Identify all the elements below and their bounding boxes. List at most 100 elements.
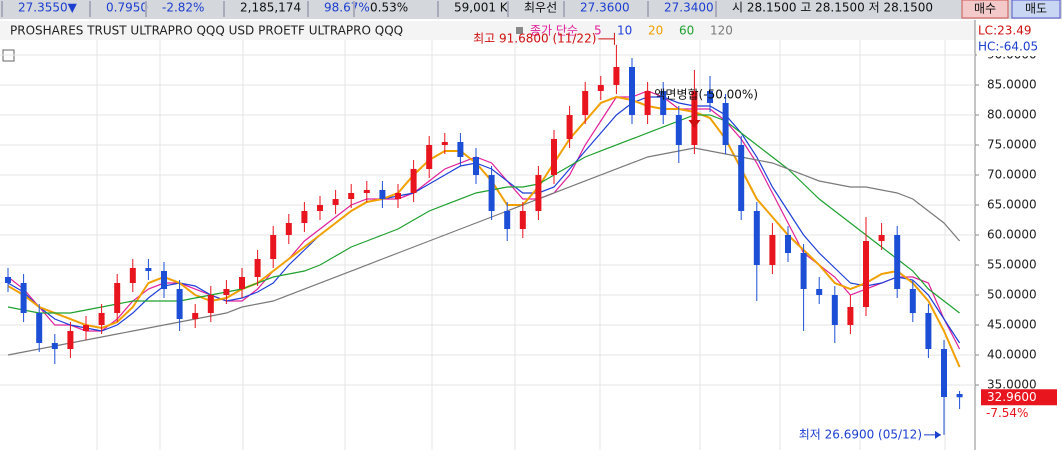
toolbar-value: 2,185,174 (240, 1, 301, 15)
grid-icon[interactable] (2, 49, 15, 62)
legend-entry[interactable]: 60 (679, 24, 694, 38)
axis-label-bg (977, 22, 1062, 56)
candle-body (410, 168, 417, 193)
toolbar-value: -2.82% (162, 1, 204, 15)
ma-line (7, 147, 961, 356)
split-label: 액면병합(-50.00%) (654, 88, 758, 102)
toolbar-value: 최우선 (524, 1, 557, 15)
toolbar-cell (1, 1, 3, 17)
candle-body (317, 204, 323, 211)
candle-body (660, 90, 667, 115)
candle-body (379, 189, 386, 199)
low-arrow-head (935, 430, 941, 439)
toolbar-cell (715, 1, 717, 17)
y-tick-label: 80.0000 (987, 107, 1037, 121)
y-tick-label: 35.0000 (987, 378, 1037, 392)
toolbar-cell (563, 1, 565, 17)
toolbar-cell (307, 1, 309, 17)
toolbar-cell (647, 1, 649, 17)
candle-body (161, 271, 167, 290)
candle-body (114, 283, 121, 314)
toolbar-value: 27.3550▼ (18, 1, 78, 15)
candle-body (894, 235, 901, 290)
toolbar-value: 59,001 K (454, 1, 509, 15)
candle-body (239, 277, 245, 290)
candle-body (192, 313, 199, 320)
y-tick-label: 70.0000 (987, 167, 1037, 181)
lc-label: LC:23.49 (978, 24, 1031, 38)
candle-body (332, 198, 339, 205)
candle-body (51, 343, 58, 350)
toolbar-cell (223, 1, 225, 17)
last-price-label: 32.9600 (987, 390, 1037, 404)
low-label: 최저 26.6900 (05/12) (799, 427, 922, 441)
y-tick-label: 50.0000 (987, 288, 1037, 302)
ma-label: 종가 단순 (530, 24, 578, 38)
chart-title: PROSHARES TRUST ULTRAPRO QQQ USD PROETF … (10, 24, 403, 38)
candle-body (613, 66, 620, 85)
toolbar-value: 27.3400 (664, 1, 714, 15)
candle-body (535, 174, 542, 211)
legend-entry[interactable]: 5 (594, 24, 602, 38)
toolbar-value: 27.3600 (580, 1, 630, 15)
legend-entry[interactable]: 10 (617, 24, 632, 38)
toolbar-value: 0.53% (370, 1, 408, 15)
candle-body (629, 66, 635, 115)
sell-label[interactable]: 매도 (1025, 2, 1047, 16)
ma-line (7, 114, 960, 314)
candle-body (753, 210, 760, 266)
y-tick-label: 60.0000 (987, 228, 1037, 242)
candle-body (769, 235, 776, 266)
toolbar-cell (145, 1, 147, 17)
candle-body (909, 289, 916, 314)
legend-icon (516, 27, 523, 34)
candle-body (176, 289, 183, 320)
toolbar-value: 98.67% (324, 1, 370, 15)
candle-body (363, 189, 370, 193)
y-tick-label: 40.0000 (987, 348, 1037, 362)
candle-body (285, 222, 292, 235)
candle-body (722, 102, 729, 145)
candle-body (831, 295, 838, 326)
candle-body (20, 283, 27, 314)
candle-body (207, 295, 214, 314)
sell-button[interactable] (1011, 0, 1061, 19)
legend-entry[interactable]: 20 (648, 24, 663, 38)
candle-body (707, 90, 713, 103)
change-label: -7.54% (986, 406, 1028, 420)
y-tick-label: 45.0000 (987, 318, 1037, 332)
toolbar-value: 0.7950 (106, 1, 148, 15)
toolbar-bg (0, 0, 1062, 19)
candle-body (67, 331, 74, 350)
legend-bar (0, 21, 975, 40)
candle-body (863, 241, 869, 308)
toolbar-value: 시 28.1500 고 28.1500 저 28.1500 (732, 1, 933, 15)
candle-body (785, 235, 791, 254)
candle-body (582, 90, 589, 115)
candle-body (925, 313, 932, 350)
candle-body (738, 144, 745, 211)
buy-label[interactable]: 매수 (974, 2, 996, 16)
candle-body (98, 313, 105, 326)
candle-body (878, 235, 885, 242)
y-tick-label: 85.0000 (987, 77, 1037, 91)
split-marker (688, 120, 701, 128)
high-label: 최고 91.6800 (11/22) (473, 31, 596, 45)
legend-entry[interactable]: 120 (710, 24, 733, 38)
candle-body (941, 349, 947, 398)
candle-body (457, 141, 464, 157)
candle-body (473, 156, 479, 175)
candle-body (441, 141, 448, 145)
buy-button[interactable] (961, 0, 1009, 19)
candle-body (301, 210, 308, 223)
candle-body (597, 84, 604, 91)
y-tick-label: 75.0000 (987, 137, 1037, 151)
candle-body (566, 114, 573, 139)
candle-body (551, 138, 557, 175)
candle-body (223, 289, 230, 296)
candle-body (254, 259, 261, 278)
candle-body (395, 192, 401, 199)
candle-body (488, 174, 495, 211)
